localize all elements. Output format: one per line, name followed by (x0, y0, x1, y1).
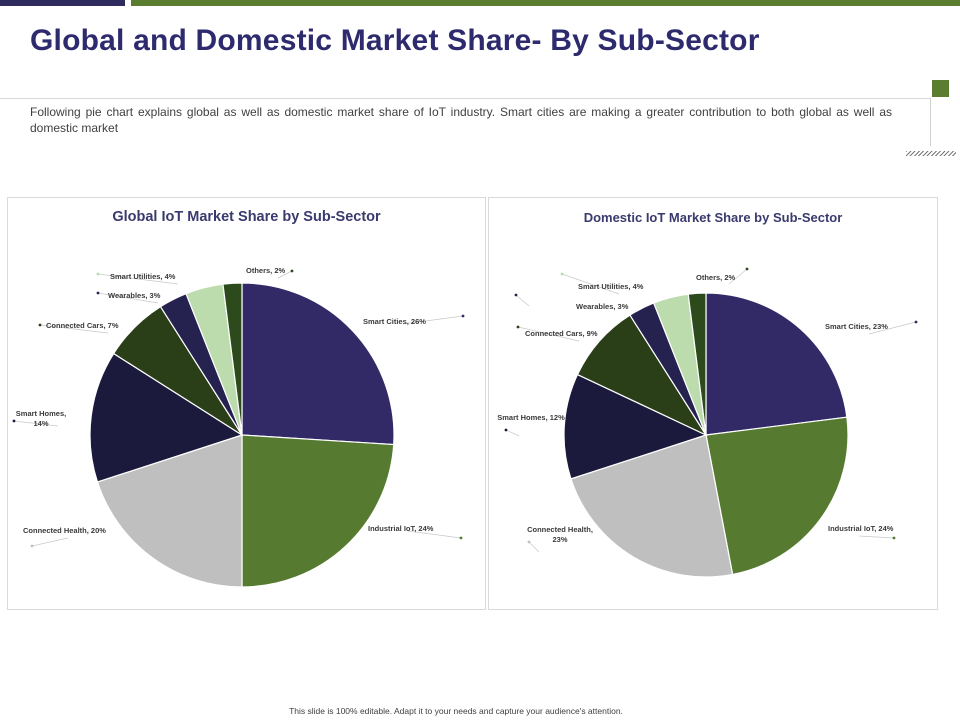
global-leader-dot-wearables (96, 291, 100, 295)
global-leader-line-connected-cars (39, 324, 109, 334)
domestic-data-label-smart-cities: Smart Cities, 23% (825, 322, 888, 331)
domestic-leader-line-connected-cars (517, 326, 580, 342)
global-leader-line-smart-utilities (97, 273, 179, 285)
global-slice-others (222, 282, 243, 436)
global-leader-dot-connected-health (30, 544, 34, 548)
footer-note: This slide is 100% editable. Adapt it to… (289, 706, 623, 716)
domestic-leader-dot-connected-health (527, 540, 531, 544)
global-leader-dot-industrial-iot (459, 536, 463, 540)
domestic-data-label-connected-cars: Connected Cars, 9% (525, 329, 598, 338)
global-leader-line-industrial-iot (407, 530, 462, 539)
global-data-label-others: Others, 2% (246, 266, 286, 275)
domestic-chart-title: Domestic IoT Market Share by Sub-Sector (583, 210, 843, 225)
domestic-leader-line-wearables (515, 294, 530, 307)
global-leader-dot-smart-utilities (96, 272, 100, 276)
domestic-leader-dot-connected-cars (516, 325, 520, 329)
global-chart-title: Global IoT Market Share by Sub-Sector (112, 209, 381, 225)
domestic-leader-dot-smart-homes (504, 428, 508, 432)
header-accent-bar-dark (0, 0, 125, 6)
global-leader-dot-smart-homes (12, 419, 16, 423)
domestic-data-label-smart-homes: Smart Homes, 12% (497, 413, 565, 422)
domestic-pie-chart: Smart Cities, 23% Industrial IoT, 24% Conn… (497, 267, 918, 578)
global-data-label-connected-health: Connected Health, 20% (23, 526, 106, 535)
domestic-leader-dot-industrial-iot (892, 536, 896, 540)
decorative-green-square (932, 80, 949, 97)
global-leader-line-connected-health (31, 537, 69, 547)
domestic-data-label-industrial-iot: Industrial IoT, 24% (828, 524, 894, 533)
global-data-label-smart-homes: Smart Homes, 14% (16, 409, 66, 428)
slide-description: Following pie chart explains global as w… (30, 105, 892, 135)
global-slice-smart-cities (241, 282, 395, 446)
domestic-slice-smart-cities (705, 292, 848, 436)
domestic-data-label-smart-utilities: Smart Utilities, 4% (578, 282, 644, 291)
header-accent-bar-green (131, 0, 960, 6)
global-slice-industrial-iot (241, 434, 395, 588)
domestic-data-label-connected-health: Connected Health, 23% (527, 525, 593, 544)
title-divider (0, 98, 930, 99)
global-leader-line-wearables (97, 292, 159, 304)
domestic-leader-dot-others (745, 267, 749, 271)
domestic-leader-line-smart-cities (868, 321, 917, 335)
global-pie-chart: Smart Cities, 26% Industrial IoT, 24% Conn… (12, 266, 465, 588)
decorative-vertical-line (930, 98, 931, 146)
domestic-leader-line-smart-homes (505, 429, 520, 437)
domestic-leader-line-smart-utilities (561, 273, 620, 295)
global-slice-connected-health (96, 434, 243, 588)
global-data-label-smart-cities: Smart Cities, 26% (363, 317, 426, 326)
domestic-leader-line-others (728, 268, 748, 285)
global-leader-line-others (277, 270, 293, 279)
global-leader-dot-others (290, 269, 294, 273)
global-slice-smart-homes (89, 352, 244, 483)
global-data-label-connected-cars: Connected Cars, 7% (46, 321, 119, 330)
global-data-label-smart-utilities: Smart Utilities, 4% (110, 272, 176, 281)
global-leader-line-smart-homes (13, 420, 59, 427)
global-leader-dot-smart-cities (461, 314, 465, 318)
global-chart-panel: Global IoT Market Share by Sub-Sector Sm… (7, 197, 486, 610)
domestic-leader-dot-smart-cities (914, 320, 918, 324)
global-leader-dot-connected-cars (38, 323, 42, 327)
domestic-slice-others (687, 292, 707, 436)
decorative-hatch (906, 151, 956, 156)
domestic-slice-smart-homes (563, 373, 708, 480)
global-data-label-industrial-iot: Industrial IoT, 24% (368, 524, 434, 533)
domestic-leader-line-industrial-iot (858, 535, 895, 539)
domestic-slice-connected-cars (576, 314, 708, 437)
slide-title: Global and Domestic Market Share- By Sub… (30, 24, 760, 57)
domestic-data-label-others: Others, 2% (696, 273, 736, 282)
domestic-slice-connected-health (570, 434, 734, 578)
domestic-chart-panel: Domestic IoT Market Share by Sub-Sector … (488, 197, 938, 610)
global-leader-line-smart-cities (402, 315, 464, 325)
domestic-slice-industrial-iot (705, 416, 849, 576)
domestic-leader-line-connected-health (528, 541, 540, 553)
global-data-label-wearables: Wearables, 3% (108, 291, 161, 300)
domestic-data-label-wearables: Wearables, 3% (576, 302, 629, 311)
domestic-leader-dot-smart-utilities (560, 272, 564, 276)
domestic-leader-dot-wearables (514, 293, 518, 297)
